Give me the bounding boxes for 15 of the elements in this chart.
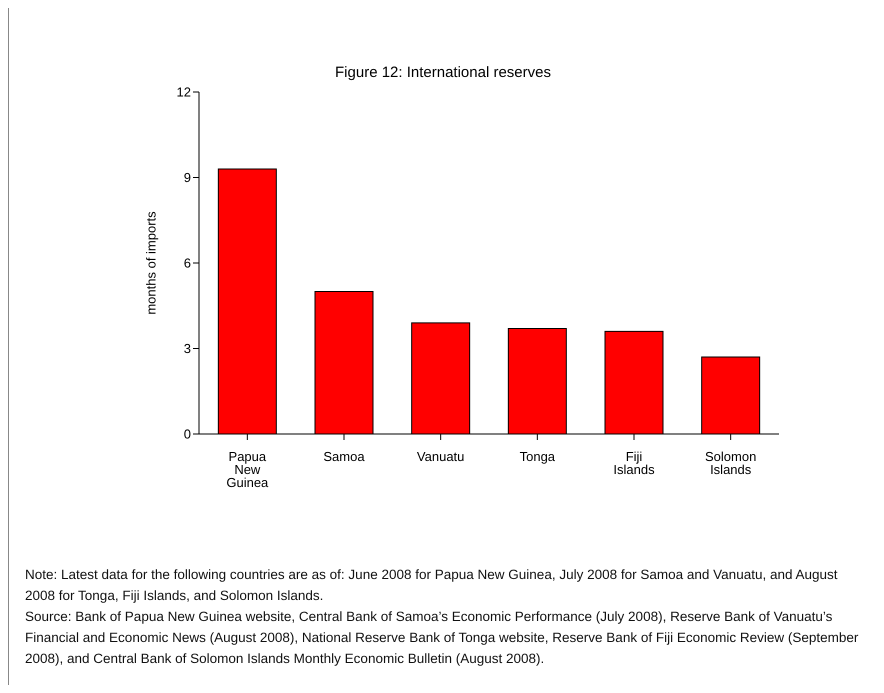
x-tick-label: Samoa [323, 449, 366, 464]
x-tick-label: Solomon Islands [705, 449, 756, 478]
x-tick-label: Papua New Guinea [226, 449, 270, 490]
y-tick-label: 3 [184, 341, 191, 356]
source-note: Source: Bank of Papua New Guinea website, Central Bank of Samoa’s Economic Performance (July 2008), Reserve Bank of Vanuatu’s Financial and Economic News (August 2008), National Reserve Bank of Tonga website, Reserve Bank of Fiji Economic Review (September 2008), and Central Bank of Solomon Islands Monthly Economic Bulletin (August 2008). [25, 608, 860, 668]
x-tick-label: Vanuatu [416, 449, 464, 464]
x-tick-label: Tonga [520, 449, 556, 464]
y-tick-label: 9 [184, 170, 191, 186]
text: Note: Latest data for the following countries are as of: June 2008 for Papua New Guinea, July 2008 for Samoa and Vanuatu, and August 2008 for Tonga, Fiji Islands, and Solomon Islands. [25, 566, 839, 605]
y-axis-title: months of imports [144, 210, 159, 315]
y-tick-label: 12 [176, 84, 191, 100]
x-tick-label: Fiji Islands [613, 449, 656, 478]
y-tick-label: 6 [184, 256, 191, 271]
chart-title: Figure 12: International reserves [334, 64, 552, 81]
y-tick-label: 0 [184, 426, 191, 442]
